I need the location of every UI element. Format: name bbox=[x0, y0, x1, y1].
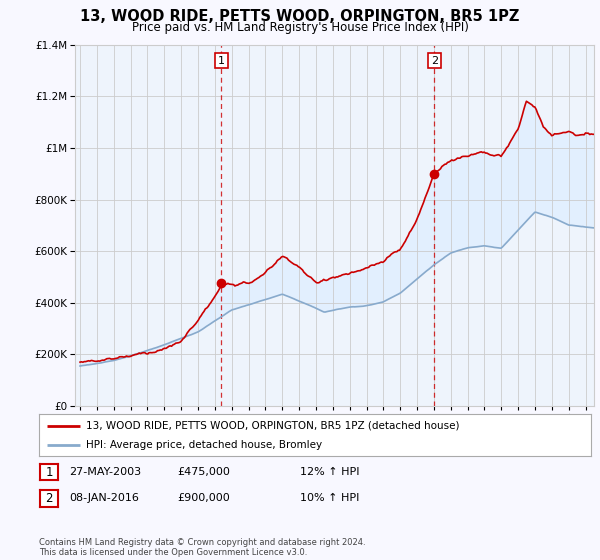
Text: £475,000: £475,000 bbox=[177, 467, 230, 477]
Text: 1: 1 bbox=[218, 55, 225, 66]
Text: 08-JAN-2016: 08-JAN-2016 bbox=[69, 493, 139, 503]
Text: 13, WOOD RIDE, PETTS WOOD, ORPINGTON, BR5 1PZ (detached house): 13, WOOD RIDE, PETTS WOOD, ORPINGTON, BR… bbox=[86, 421, 460, 431]
Text: 1: 1 bbox=[46, 465, 53, 479]
Text: 2: 2 bbox=[46, 492, 53, 505]
Text: Contains HM Land Registry data © Crown copyright and database right 2024.
This d: Contains HM Land Registry data © Crown c… bbox=[39, 538, 365, 557]
Text: 27-MAY-2003: 27-MAY-2003 bbox=[69, 467, 141, 477]
Text: 12% ↑ HPI: 12% ↑ HPI bbox=[300, 467, 359, 477]
Text: 10% ↑ HPI: 10% ↑ HPI bbox=[300, 493, 359, 503]
Text: 2: 2 bbox=[431, 55, 438, 66]
Text: HPI: Average price, detached house, Bromley: HPI: Average price, detached house, Brom… bbox=[86, 440, 322, 450]
Text: 13, WOOD RIDE, PETTS WOOD, ORPINGTON, BR5 1PZ: 13, WOOD RIDE, PETTS WOOD, ORPINGTON, BR… bbox=[80, 9, 520, 24]
Text: £900,000: £900,000 bbox=[177, 493, 230, 503]
Text: Price paid vs. HM Land Registry's House Price Index (HPI): Price paid vs. HM Land Registry's House … bbox=[131, 21, 469, 34]
